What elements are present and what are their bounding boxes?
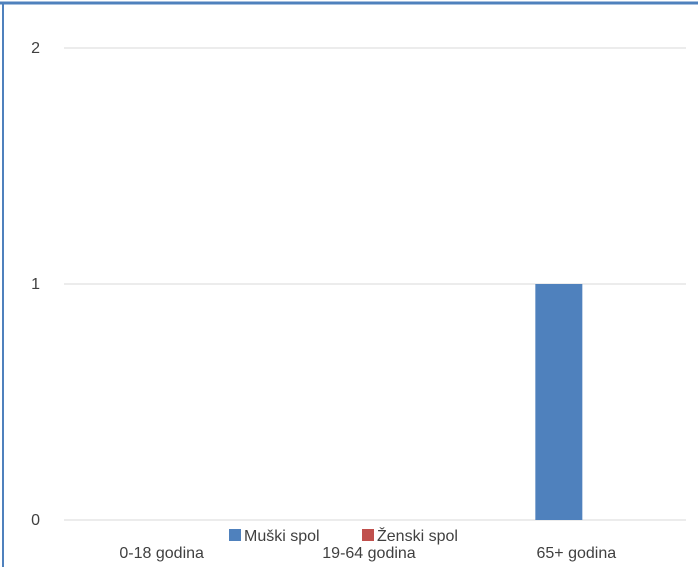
x-tick-label-3: 65+ godina <box>537 545 617 562</box>
bars <box>535 284 583 520</box>
legend-label-1: Muški spol <box>244 528 320 545</box>
gridlines <box>64 47 686 521</box>
legend: Muški spol Ženski spol <box>229 526 458 545</box>
y-tick-label-2: 2 <box>31 40 40 57</box>
x-tick-label-2: 19-64 godina <box>322 545 416 562</box>
bar-1-3 <box>535 284 583 520</box>
y-axis-tick-labels: 0 1 2 <box>31 40 40 529</box>
y-tick-label-0: 0 <box>31 512 40 529</box>
legend-label-2: Ženski spol <box>377 526 458 545</box>
x-tick-label-1: 0-18 godina <box>119 545 204 562</box>
legend-swatch-1 <box>229 529 241 541</box>
x-axis-tick-labels: 0-18 godina 19-64 godina 65+ godina <box>119 545 616 562</box>
y-tick-label-1: 1 <box>31 276 40 293</box>
legend-swatch-2 <box>362 529 374 541</box>
